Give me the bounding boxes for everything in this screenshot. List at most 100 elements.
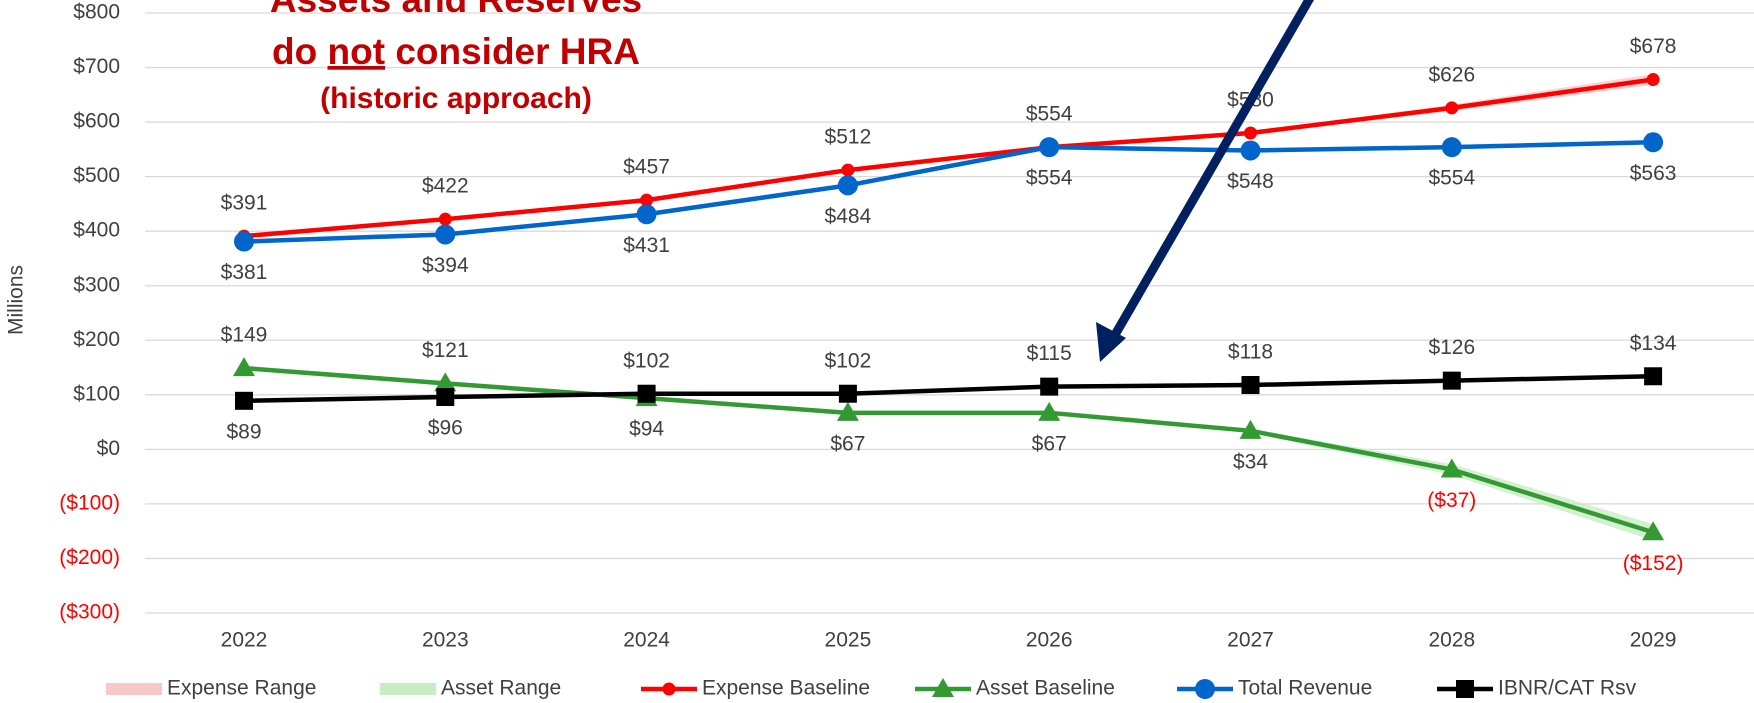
marker <box>1441 137 1462 158</box>
data-label: ($37) <box>1427 489 1476 512</box>
marker <box>1445 101 1459 115</box>
marker <box>1456 680 1474 698</box>
annotation-subtitle: (historic approach) <box>320 82 592 115</box>
arrow-head <box>1096 322 1126 362</box>
series-line <box>243 365 1654 535</box>
marker <box>838 384 857 403</box>
legend-swatch <box>380 683 436 695</box>
marker <box>438 212 452 226</box>
y-tick-label: ($100) <box>59 491 120 514</box>
data-label: $394 <box>422 254 469 277</box>
data-label: $118 <box>1228 341 1273 364</box>
marker <box>1040 377 1059 396</box>
marker <box>636 204 657 225</box>
legend-label: IBNR/CAT Rsv <box>1498 677 1637 700</box>
data-label: $457 <box>623 156 670 179</box>
data-label: $512 <box>825 126 872 149</box>
marker <box>435 224 456 245</box>
x-tick-label: 2022 <box>221 629 268 652</box>
marker <box>837 175 858 196</box>
legend: Expense Range Asset Range Expense Baseline… <box>106 677 1637 700</box>
y-tick-label: $400 <box>73 219 120 242</box>
legend-label: Asset Baseline <box>976 677 1115 700</box>
marker <box>932 678 954 697</box>
marker <box>640 193 654 207</box>
data-label: $554 <box>1026 167 1073 190</box>
x-tick-label: 2026 <box>1026 629 1073 652</box>
data-label: $626 <box>1428 63 1475 86</box>
marker <box>235 391 253 410</box>
y-tick-label: $600 <box>73 110 120 133</box>
x-tick-label: 2028 <box>1428 629 1475 652</box>
x-tick-label: 2025 <box>825 629 872 652</box>
data-label: $121 <box>422 339 469 362</box>
y-tick-label: $200 <box>73 328 120 351</box>
y-tick-label: $700 <box>73 55 120 78</box>
marker <box>1244 126 1257 140</box>
data-label: $381 <box>221 261 268 284</box>
data-label: $554 <box>1428 167 1475 190</box>
y-tick-label: ($300) <box>59 601 120 624</box>
data-label: $554 <box>1026 103 1073 126</box>
marker <box>1239 419 1262 439</box>
annotation-line: Assets and Reserves <box>270 0 642 20</box>
data-label: $94 <box>629 418 664 441</box>
marker <box>1644 367 1663 386</box>
x-tick-label: 2024 <box>623 629 670 652</box>
marker <box>1646 73 1660 87</box>
x-tick-label: 2023 <box>422 629 469 652</box>
legend-label: Expense Baseline <box>702 677 870 700</box>
y-axis-label: Millions <box>5 265 28 335</box>
legend-swatch <box>106 683 162 695</box>
data-label: $89 <box>226 420 261 443</box>
marker <box>637 384 656 403</box>
marker <box>841 163 855 177</box>
data-label: $34 <box>1233 450 1268 473</box>
marker <box>234 231 254 252</box>
data-label: $678 <box>1630 35 1677 58</box>
y-tick-label: $100 <box>73 382 120 405</box>
marker <box>662 682 676 696</box>
legend-label: Total Revenue <box>1238 677 1372 700</box>
data-label: $102 <box>623 349 670 372</box>
data-label: $431 <box>623 234 670 257</box>
annotation-word: not <box>328 31 386 72</box>
data-label: $134 <box>1630 332 1677 355</box>
y-tick-label: $300 <box>73 273 120 296</box>
marker <box>836 401 859 421</box>
data-label: $391 <box>221 192 268 215</box>
marker <box>1642 521 1665 541</box>
legend-label: Expense Range <box>167 677 316 700</box>
annotation-word: consider HRA <box>395 31 640 72</box>
data-label: $422 <box>422 175 469 198</box>
marker <box>1195 679 1215 699</box>
data-label: $484 <box>825 205 872 228</box>
marker <box>1038 401 1061 421</box>
y-tick-label: $800 <box>73 1 120 24</box>
y-tick-label: $0 <box>97 437 120 460</box>
series-line <box>243 374 1654 404</box>
arrow-shaft <box>1108 0 1314 343</box>
overlay <box>1096 0 1314 362</box>
annotation-line: do not consider HRA <box>272 31 640 72</box>
marker <box>1241 376 1260 394</box>
data-label: $96 <box>428 417 463 440</box>
data-label: $115 <box>1027 342 1072 365</box>
marker <box>233 357 255 377</box>
x-tick-label: 2027 <box>1227 629 1274 652</box>
data-label: $102 <box>825 349 872 372</box>
data-label: $563 <box>1630 162 1677 185</box>
legend-label: Asset Range <box>441 677 561 700</box>
data-label: $149 <box>221 324 268 347</box>
plot-area: ($300) ($200) ($100) $0 $100 $200 $300 $400 $500… <box>59 1 1754 652</box>
marker <box>1440 458 1463 478</box>
y-tick-label: $500 <box>73 164 120 187</box>
data-label: $67 <box>1032 432 1067 455</box>
marker <box>436 388 455 406</box>
data-label: ($152) <box>1623 552 1684 575</box>
data-label: $67 <box>830 432 865 455</box>
series-line <box>243 140 1654 244</box>
marker <box>1240 140 1261 161</box>
x-tick-label: 2029 <box>1630 629 1677 652</box>
